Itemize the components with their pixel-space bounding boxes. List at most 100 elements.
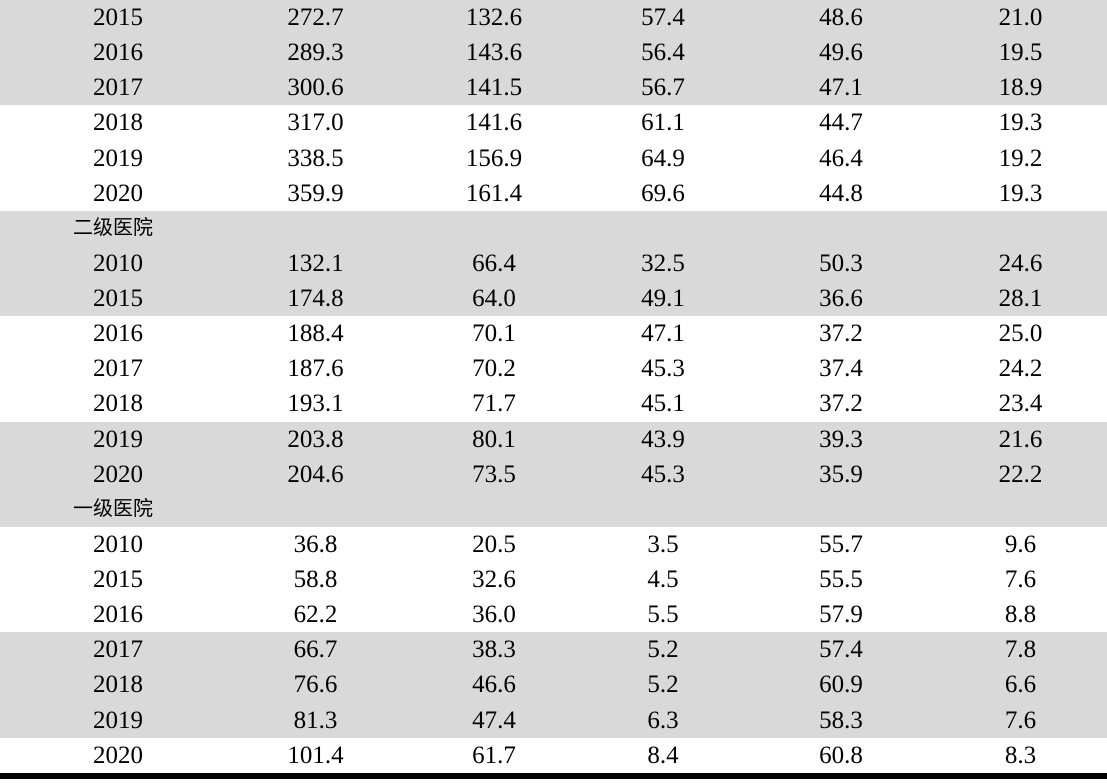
value-cell: 5.5: [647, 601, 679, 629]
value-cell: 4.5: [647, 566, 679, 594]
value-cell: 57.4: [819, 636, 863, 664]
table-row: 2020 359.9 161.4 69.6 44.8 19.3: [0, 176, 1107, 211]
value-cell: 317.0: [287, 109, 344, 137]
value-cell: 18.9: [998, 74, 1043, 102]
value-cell: 6.3: [647, 706, 679, 734]
value-cell: 43.9: [641, 425, 685, 453]
value-cell: 45.3: [641, 460, 685, 488]
year-label: 2017: [93, 636, 143, 664]
value-cell: 6.6: [1004, 671, 1037, 699]
table-row: 2015 174.8 64.0 49.1 36.6 28.1: [0, 281, 1107, 317]
value-cell: 55.7: [819, 530, 863, 558]
table-row: 2017 66.7 38.3 5.2 57.4 7.8: [0, 632, 1107, 668]
value-cell: 37.2: [819, 320, 863, 348]
value-cell: 39.3: [819, 425, 863, 453]
year-label: 2019: [93, 144, 143, 172]
value-cell: 46.4: [819, 144, 863, 172]
value-cell: 101.4: [287, 741, 344, 769]
value-cell: 25.0: [998, 320, 1043, 348]
value-cell: 71.7: [472, 390, 516, 418]
value-cell: 45.1: [641, 390, 685, 418]
value-cell: 5.2: [647, 636, 679, 664]
table-row: 2016 188.4 70.1 47.1 37.2 25.0: [0, 316, 1107, 351]
value-cell: 21.6: [998, 425, 1043, 453]
table-row: 2018 193.1 71.7 45.1 37.2 23.4: [0, 386, 1107, 421]
year-label: 2017: [93, 355, 143, 383]
year-label: 2020: [93, 741, 143, 769]
value-cell: 66.7: [293, 636, 338, 664]
value-cell: 35.9: [819, 460, 863, 488]
section-label: 一级医院: [73, 498, 153, 521]
value-cell: 48.6: [819, 4, 863, 32]
year-label: 2019: [93, 425, 143, 453]
table-row: 2016 62.2 36.0 5.5 57.9 8.8: [0, 597, 1107, 632]
value-cell: 32.5: [641, 249, 685, 277]
table-row: 2020 101.4 61.7 8.4 60.8 8.3: [0, 738, 1107, 773]
value-cell: 36.8: [293, 530, 338, 558]
value-cell: 76.6: [293, 671, 338, 699]
value-cell: 38.3: [472, 636, 516, 664]
value-cell: 44.7: [819, 109, 863, 137]
value-cell: 81.3: [293, 706, 338, 734]
value-cell: 174.8: [287, 285, 344, 313]
value-cell: 49.6: [819, 39, 863, 67]
year-label: 2018: [93, 671, 143, 699]
value-cell: 7.6: [1004, 566, 1037, 594]
value-cell: 37.2: [819, 390, 863, 418]
table-row: 2019 81.3 47.4 6.3 58.3 7.6: [0, 702, 1107, 738]
year-label: 2018: [93, 109, 143, 137]
value-cell: 47.1: [641, 320, 685, 348]
table-row: 2019 203.8 80.1 43.9 39.3 21.6: [0, 421, 1107, 457]
year-label: 2016: [93, 39, 143, 67]
table-row: 2010 132.1 66.4 32.5 50.3 24.6: [0, 245, 1107, 281]
table-row: 2018 76.6 46.6 5.2 60.9 6.6: [0, 667, 1107, 703]
value-cell: 58.8: [293, 566, 338, 594]
table-row: 2015 272.7 132.6 57.4 48.6 21.0: [0, 0, 1107, 36]
year-label: 2015: [93, 285, 143, 313]
value-cell: 132.1: [287, 249, 344, 277]
table-row: 2020 204.6 73.5 45.3 35.9 22.2: [0, 456, 1107, 492]
value-cell: 57.9: [819, 601, 863, 629]
value-cell: 8.3: [1004, 741, 1037, 769]
year-label: 2017: [93, 74, 143, 102]
value-cell: 61.1: [641, 109, 685, 137]
value-cell: 45.3: [641, 355, 685, 383]
table-row: 2015 58.8 32.6 4.5 55.5 7.6: [0, 562, 1107, 597]
value-cell: 7.6: [1004, 706, 1037, 734]
table-bottom-rule: [0, 773, 1107, 779]
value-cell: 19.3: [998, 109, 1043, 137]
year-label: 2018: [93, 390, 143, 418]
value-cell: 132.6: [465, 4, 523, 32]
year-label: 2019: [93, 706, 143, 734]
value-cell: 28.1: [998, 285, 1043, 313]
value-cell: 62.2: [293, 601, 338, 629]
value-cell: 46.6: [472, 671, 516, 699]
value-cell: 338.5: [287, 144, 344, 172]
value-cell: 24.2: [998, 355, 1043, 383]
value-cell: 50.3: [819, 249, 863, 277]
value-cell: 204.6: [287, 460, 344, 488]
value-cell: 143.6: [465, 39, 523, 67]
value-cell: 24.6: [998, 249, 1043, 277]
year-label: 2015: [93, 4, 143, 32]
table-row: 2017 187.6 70.2 45.3 37.4 24.2: [0, 351, 1107, 386]
value-cell: 57.4: [641, 4, 685, 32]
value-cell: 193.1: [287, 390, 344, 418]
value-cell: 37.4: [819, 355, 863, 383]
value-cell: 55.5: [819, 566, 863, 594]
value-cell: 5.2: [647, 671, 679, 699]
value-cell: 19.2: [998, 144, 1043, 172]
year-label: 2010: [93, 530, 143, 558]
value-cell: 56.4: [641, 39, 685, 67]
year-label: 2020: [93, 179, 143, 207]
value-cell: 19.3: [998, 179, 1043, 207]
value-cell: 73.5: [472, 460, 516, 488]
value-cell: 289.3: [287, 39, 344, 67]
value-cell: 141.5: [465, 74, 523, 102]
table-row: 2017 300.6 141.5 56.7 47.1 18.9: [0, 70, 1107, 106]
value-cell: 60.9: [819, 671, 863, 699]
value-cell: 44.8: [819, 179, 863, 207]
value-cell: 70.1: [472, 320, 516, 348]
